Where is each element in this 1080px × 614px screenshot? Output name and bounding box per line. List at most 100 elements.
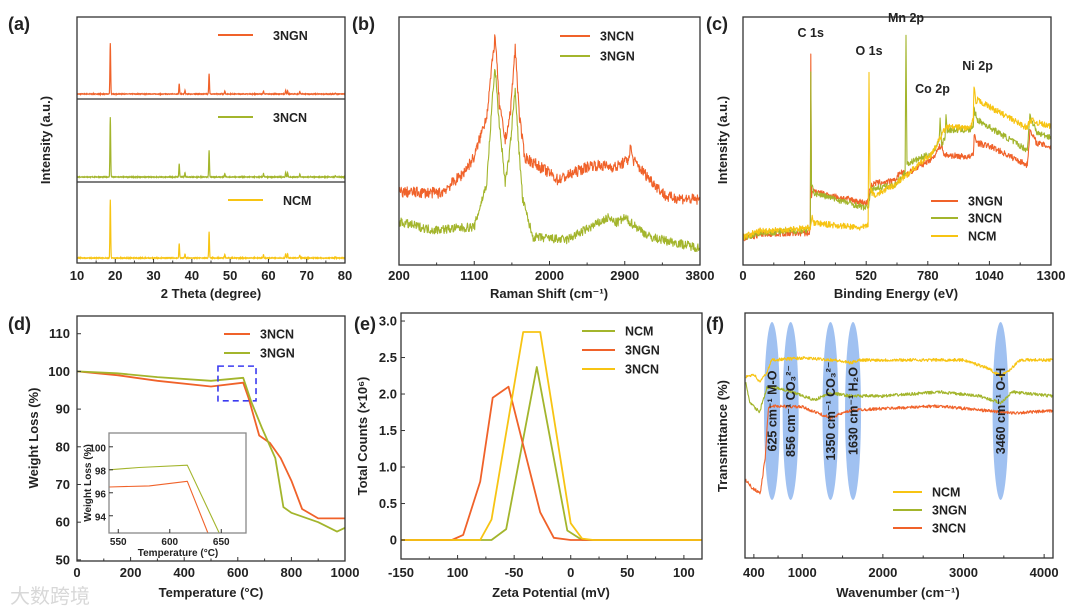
y-tick-label: 1.5 xyxy=(379,423,397,438)
xrd-pattern-3ncn xyxy=(76,117,346,180)
x-tick-label: 200 xyxy=(388,268,410,283)
x-tick-label: 400 xyxy=(173,565,195,580)
ftir-spectrum-3ngn xyxy=(745,381,1054,414)
x-tick-label: 4000 xyxy=(1030,565,1059,580)
x-tick-label: 1000 xyxy=(331,565,360,580)
x-axis-label: Raman Shift (cm⁻¹) xyxy=(490,286,608,301)
zeta-curve-3ngn xyxy=(401,385,702,541)
x-tick-label: 2000 xyxy=(868,565,897,580)
x-tick-label: 550 xyxy=(110,537,127,548)
x-tick-label: 200 xyxy=(120,565,142,580)
x-tick-label: 20 xyxy=(108,268,122,283)
watermark-logo: 大数跨境 xyxy=(10,585,90,608)
y-tick-label: 94 xyxy=(95,512,107,523)
y-tick-label: 50 xyxy=(56,552,70,567)
x-axis-label: Binding Energy (eV) xyxy=(834,286,958,301)
raman-spectrum-3ncn xyxy=(398,34,701,205)
tga-inset: 550 600 650 94 96 98 100 Temperature (°C) Weight… xyxy=(83,432,247,559)
tga-curve-3ncn xyxy=(76,370,345,520)
y-tick-label: 80 xyxy=(56,439,70,454)
legend-label: NCM xyxy=(932,486,960,500)
legend-label: 3NCN xyxy=(273,111,307,125)
peak-label: Co 2p xyxy=(915,82,950,96)
y-tick-label: 100 xyxy=(89,443,106,454)
y-tick-label: 70 xyxy=(56,477,70,492)
panel-d-tga: (d) 0 200 400 600 800 1000 50 60 70 80 90 100 110 Temp… xyxy=(8,314,359,600)
x-tick-label: 1100 xyxy=(460,268,488,283)
x-axis-label: Zeta Potential (mV) xyxy=(492,585,610,600)
peak-label: C 1s xyxy=(798,26,824,40)
xps-spectrum-3ncn xyxy=(742,34,1052,240)
y-tick-label: 2.0 xyxy=(379,387,397,402)
x-tick-label: 60 xyxy=(261,268,275,283)
absorption-band-highlight xyxy=(764,322,781,500)
panel-c-xps: (c) 0 260 520 780 1040 1300 C 1s O 1s Mn 2p Co 2p N… xyxy=(706,11,1065,301)
x-axis-label: 2 Theta (degree) xyxy=(161,286,261,301)
inset-y-axis-label: Weight Loss (%) xyxy=(83,444,94,522)
legend-label: 3NGN xyxy=(968,195,1003,209)
inset-frame xyxy=(108,432,247,534)
x-tick-label: 70 xyxy=(299,268,313,283)
y-axis-label: Transmittance (%) xyxy=(715,380,730,492)
panel-label: (d) xyxy=(8,314,31,334)
panel-label: (c) xyxy=(706,14,728,34)
tga-curve-3ngn xyxy=(76,370,346,533)
panel-label: (a) xyxy=(8,14,30,34)
band-label: 1350 cm⁻¹ CO₃²⁻ xyxy=(824,362,838,461)
y-tick-label: 110 xyxy=(49,326,70,341)
y-tick-label: 2.5 xyxy=(379,350,397,365)
x-tick-label: 80 xyxy=(338,268,352,283)
peak-label: Ni 2p xyxy=(962,59,993,73)
zeta-curve-ncm xyxy=(401,366,702,541)
x-tick-label: 100 xyxy=(447,565,469,580)
y-tick-label: 60 xyxy=(56,515,70,530)
x-tick-label: 600 xyxy=(227,565,249,580)
x-tick-label: 10 xyxy=(70,268,84,283)
legend-label: 3NCN xyxy=(968,212,1002,226)
legend-label: 3NGN xyxy=(625,344,660,358)
inset-curve-3ngn xyxy=(109,464,220,533)
panel-f-ftir: (f) 625 cm⁻¹ M-O 856 cm⁻¹ CO₃²⁻ 1350 cm⁻¹ C… xyxy=(706,312,1059,600)
x-tick-label: 0 xyxy=(73,565,80,580)
y-axis-label: Weight Loss (%) xyxy=(26,388,41,489)
x-tick-label: 0 xyxy=(739,268,746,283)
panel-label: (f) xyxy=(706,314,724,334)
band-label: 1630 cm⁻¹ H₂O xyxy=(847,367,861,455)
x-tick-label: 40 xyxy=(185,268,199,283)
y-tick-label: 98 xyxy=(95,466,107,477)
legend-label: 3NGN xyxy=(273,29,308,43)
peak-label: Mn 2p xyxy=(888,11,924,25)
ftir-spectrum-ncm xyxy=(745,356,1054,383)
legend-label: 3NGN xyxy=(600,50,635,64)
x-tick-label: 50 xyxy=(223,268,237,283)
ftir-spectrum-3ncn xyxy=(745,404,1054,495)
x-tick-label: 2900 xyxy=(610,268,639,283)
y-tick-label: 0 xyxy=(390,533,397,548)
legend-label: 3NCN xyxy=(600,30,634,44)
xps-spectrum-ncm xyxy=(742,71,1052,240)
x-tick-label: 1040 xyxy=(975,268,1004,283)
x-axis-label: Wavenumber (cm⁻¹) xyxy=(836,585,959,600)
x-tick-label: -150 xyxy=(388,565,414,580)
y-tick-label: 1.0 xyxy=(379,460,397,475)
y-tick-label: 0.5 xyxy=(379,496,397,511)
raman-spectrum-3ngn xyxy=(398,68,701,253)
x-tick-label: 0 xyxy=(567,565,574,580)
y-tick-label: 3.0 xyxy=(379,314,397,329)
x-tick-label: 3800 xyxy=(686,268,715,283)
absorption-band-highlight xyxy=(782,322,799,500)
x-tick-label: 1000 xyxy=(788,565,817,580)
legend-label: 3NCN xyxy=(625,363,659,377)
plot-frame xyxy=(400,312,703,560)
panel-label: (b) xyxy=(352,14,375,34)
x-tick-label: 2000 xyxy=(535,268,564,283)
band-label: 3460 cm⁻¹ O-H xyxy=(994,368,1008,455)
x-tick-label: 1300 xyxy=(1037,268,1066,283)
y-axis-label: Total Counts (×10⁶) xyxy=(355,377,370,496)
zeta-curve-3ncn xyxy=(401,331,702,541)
panel-label: (e) xyxy=(354,314,376,334)
panel-a-xrd: (a) 3NGN 3NCN NCM 10 20 30 40 50 60 70 80 2 Theta (d… xyxy=(8,14,352,301)
x-tick-label: -50 xyxy=(505,565,524,580)
legend-label: 3NGN xyxy=(260,347,295,361)
